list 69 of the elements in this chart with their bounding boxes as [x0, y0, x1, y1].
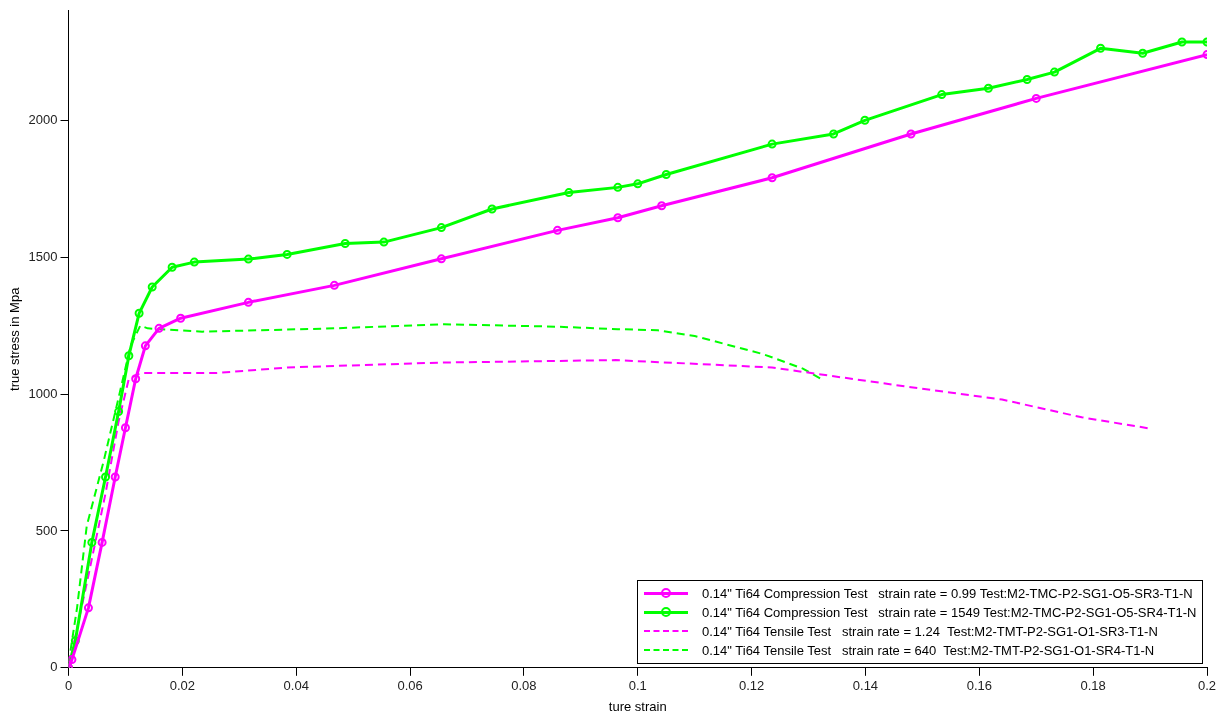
point — [97, 537, 107, 547]
point — [436, 254, 446, 264]
x-tick-label: 0.14 — [852, 678, 879, 694]
y-tick-label: 2000 — [28, 111, 58, 127]
x-tick-label: 0.02 — [169, 678, 196, 694]
point — [436, 223, 446, 233]
point — [167, 262, 177, 272]
point — [1022, 75, 1032, 85]
y-tick-label: 1500 — [28, 248, 58, 264]
x-tick-label: 0.08 — [511, 678, 537, 694]
point — [176, 313, 186, 323]
point — [860, 115, 870, 125]
y-axis-title: true stress in Mpa — [7, 286, 23, 391]
x-axis-title: ture strain — [608, 698, 667, 714]
x-tick-label: 0.04 — [283, 678, 309, 694]
point — [243, 297, 253, 307]
point — [613, 213, 623, 223]
point — [154, 323, 164, 333]
point — [767, 173, 777, 183]
point — [829, 129, 839, 139]
point — [983, 83, 993, 93]
point — [633, 179, 643, 189]
point — [906, 129, 916, 139]
y-tick-label: 0 — [50, 659, 58, 675]
point — [657, 201, 667, 211]
x-tick-label: 0.2 — [1197, 678, 1217, 694]
point — [937, 90, 947, 100]
point — [147, 282, 157, 292]
point — [1138, 48, 1148, 58]
legend-label: 0.14" Ti64 Tensile Test strain rate = 640 Test:M2-TMT-P2-SG1-O1-SR4-T1-N — [702, 642, 1155, 658]
point — [282, 249, 292, 259]
point — [613, 182, 623, 192]
point — [70, 636, 80, 646]
x-tick-label: 0.16 — [966, 678, 992, 694]
x-tick-label: 0.18 — [1080, 678, 1106, 694]
point — [140, 341, 150, 351]
y-tick-label: 500 — [35, 522, 58, 538]
point — [131, 374, 141, 384]
point — [661, 170, 671, 179]
point — [487, 204, 497, 214]
point — [340, 238, 350, 248]
point — [83, 603, 93, 613]
x-tick-label: 0.06 — [397, 678, 423, 694]
point — [329, 280, 339, 290]
x-tick-label: 0 — [64, 678, 73, 694]
point — [553, 225, 562, 235]
point — [1177, 37, 1187, 47]
point — [68, 655, 77, 665]
point — [1031, 93, 1041, 103]
legend-label: 0.14" Ti64 Compression Test strain rate = 1549 Test:M2-TMC-P2-SG1-O5-SR4-T1-N — [702, 604, 1197, 620]
x-tick-label: 0.12 — [738, 678, 765, 694]
point — [379, 237, 389, 247]
legend-label: 0.14" Ti64 Compression Test strain rate = 0.99 Test:M2-TMC-P2-SG1-O5-SR3-T1-N — [702, 585, 1193, 601]
point — [564, 188, 574, 198]
point — [87, 537, 97, 547]
point — [767, 139, 777, 149]
point — [114, 407, 124, 417]
point — [120, 423, 130, 433]
point — [1096, 43, 1106, 53]
point — [110, 472, 120, 482]
point — [134, 308, 144, 318]
y-tick-label: 1000 — [28, 385, 58, 401]
point — [1049, 67, 1059, 77]
point — [101, 472, 111, 482]
point — [243, 254, 253, 264]
point — [189, 257, 199, 267]
point — [124, 351, 134, 361]
x-tick-label: 0.1 — [628, 678, 647, 694]
legend-label: 0.14" Ti64 Tensile Test strain rate = 1.24 Test:M2-TMT-P2-SG1-O1-SR3-T1-N — [702, 623, 1158, 639]
